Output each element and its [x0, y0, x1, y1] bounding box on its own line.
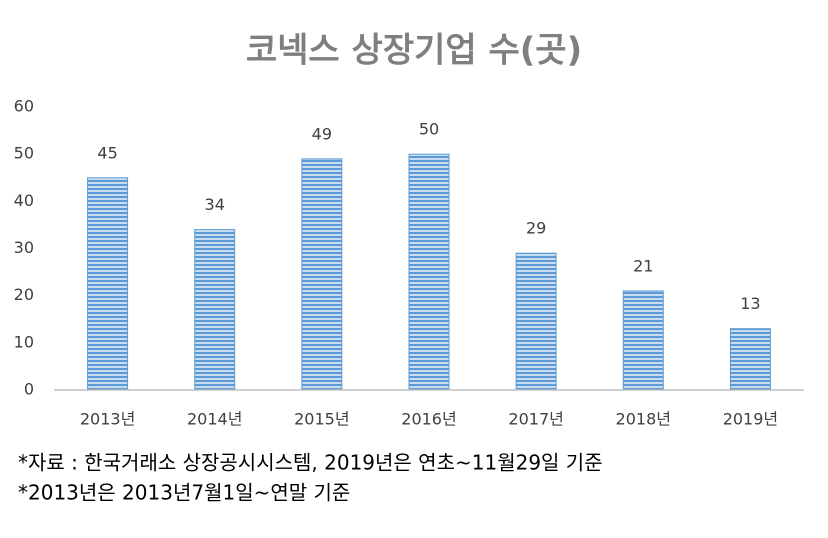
bar: [729, 328, 771, 391]
x-tick-label: 2019년: [723, 410, 778, 429]
bar: [194, 229, 236, 391]
bar: [622, 290, 664, 391]
y-tick-label: 0: [24, 380, 34, 399]
x-tick-label: 2013년: [80, 410, 135, 429]
y-tick-label: 40: [14, 191, 34, 210]
data-label: 49: [312, 124, 332, 143]
data-label: 13: [740, 294, 760, 313]
x-tick-label: 2015년: [294, 410, 349, 429]
bar: [408, 153, 450, 391]
y-tick-label: 50: [14, 144, 34, 163]
x-tick-label: 2018년: [616, 410, 671, 429]
data-label: 21: [633, 256, 653, 275]
chart-title: 코넥스 상장기업 수(곳): [246, 31, 582, 71]
x-tick-label: 2014년: [187, 410, 242, 429]
data-label: 50: [419, 120, 439, 139]
y-tick-label: 10: [14, 332, 34, 351]
bar: [301, 158, 343, 391]
note: *자료 : 한국거래소 상장공시시스템, 2019년은 연초~11월29일 기준: [18, 451, 603, 475]
x-tick-label: 2016년: [401, 410, 456, 429]
data-label: 34: [205, 195, 225, 214]
x-tick-label: 2017년: [508, 410, 563, 429]
y-tick-label: 30: [14, 238, 34, 257]
data-label: 45: [97, 143, 117, 162]
bar: [515, 252, 557, 391]
note: *2013년은 2013년7월1일~연말 기준: [18, 481, 350, 505]
y-tick-label: 60: [14, 97, 34, 116]
data-label: 29: [526, 219, 546, 238]
y-tick-label: 20: [14, 285, 34, 304]
bar: [87, 177, 129, 391]
